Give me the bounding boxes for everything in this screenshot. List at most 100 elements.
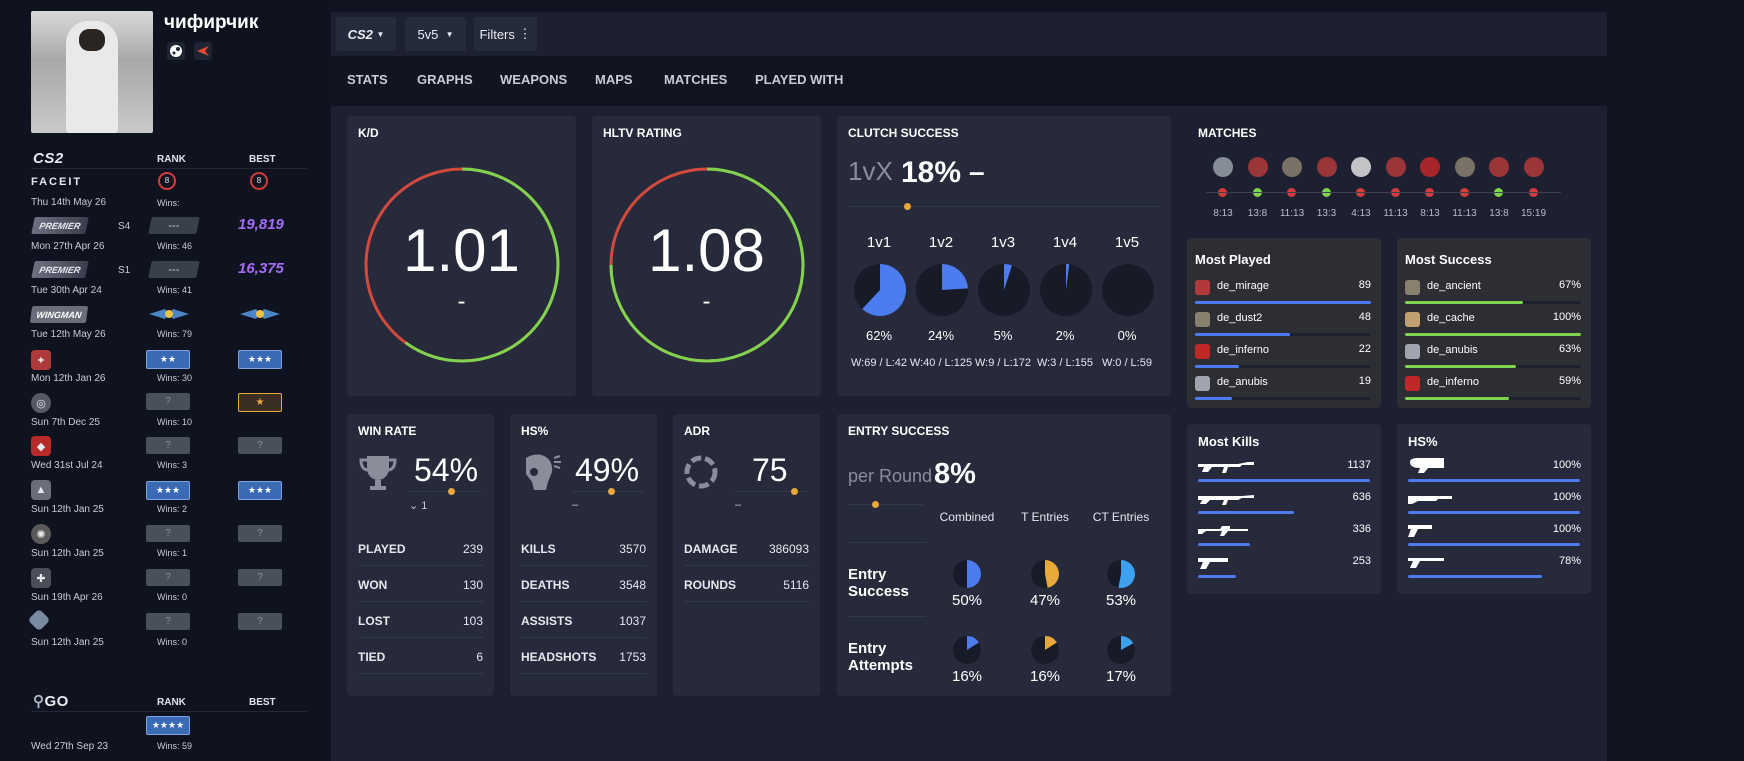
tab-maps[interactable]: MAPS xyxy=(595,72,633,87)
match-map-icon[interactable] xyxy=(1454,157,1475,177)
mode-select[interactable]: 5v5 ▼ xyxy=(405,17,466,51)
tab-matches[interactable]: MATCHES xyxy=(664,72,728,87)
row-wins: Wins: 0 xyxy=(157,592,188,602)
match-map-icon[interactable] xyxy=(1385,157,1406,177)
match-score[interactable]: 11:13 xyxy=(1383,208,1408,219)
entry-pct: 17% xyxy=(1105,668,1137,685)
winrate-marker xyxy=(448,488,455,495)
map-name[interactable]: de_anubis xyxy=(1217,376,1268,388)
weapon-value: 100% xyxy=(1552,459,1581,471)
map-name[interactable]: de_cache xyxy=(1427,312,1475,324)
match-map-icon[interactable] xyxy=(1247,157,1268,177)
match-map-icon[interactable] xyxy=(1489,157,1509,177)
best-badge: ★ xyxy=(238,393,282,412)
bar-fill xyxy=(1408,575,1543,578)
map-name[interactable]: de_inferno xyxy=(1217,344,1269,356)
clutch-pie xyxy=(978,264,1030,316)
faceit-icon[interactable] xyxy=(194,42,212,60)
clutch-item: 1v3 5% W:9 / L:172 xyxy=(973,116,1033,396)
clutch-pie xyxy=(854,264,906,316)
most-kills-title: Most Kills xyxy=(1198,434,1260,449)
match-map-icon[interactable] xyxy=(1420,157,1440,177)
game-select[interactable]: CS2 ▼ xyxy=(336,17,396,51)
map-icon: ✚ xyxy=(31,568,51,588)
match-map-icon[interactable] xyxy=(1523,157,1544,177)
tab-stats[interactable]: STATS xyxy=(347,72,388,87)
map-value: 67% xyxy=(1558,279,1581,291)
adr-card: ADR 75 – DAMAGE 386093 ROUNDS 5116 xyxy=(673,414,820,696)
matches-title: MATCHES xyxy=(1198,126,1257,140)
stat-label: DAMAGE xyxy=(684,542,738,556)
clutch-card: CLUTCH SUCCESS 1vX 18% – 1v1 62% W:69 / L:… xyxy=(837,116,1171,396)
bar-fill xyxy=(1405,301,1523,304)
hltv-ring xyxy=(609,167,805,363)
match-score[interactable]: 8:13 xyxy=(1213,208,1233,219)
clutch-item-label: 1v2 xyxy=(928,234,954,251)
stat-label: ASSISTS xyxy=(521,614,573,628)
stat-divider xyxy=(521,673,646,674)
entry-pct: 53% xyxy=(1105,592,1137,609)
weapon-value: 253 xyxy=(1352,555,1371,567)
steam-icon[interactable] xyxy=(167,42,185,60)
tab-weapons[interactable]: WEAPONS xyxy=(500,72,568,87)
map-name[interactable]: de_mirage xyxy=(1217,280,1269,292)
stat-value: 1753 xyxy=(619,650,646,664)
weapon-value: 636 xyxy=(1352,491,1371,503)
filters-button[interactable]: Filters ⋮ xyxy=(474,17,537,51)
match-score[interactable]: 4:13 xyxy=(1351,208,1371,219)
rank-badge: ★★ xyxy=(146,350,190,369)
premier-logo: PREMIER xyxy=(31,217,89,234)
map-name[interactable]: de_dust2 xyxy=(1217,312,1263,324)
clutch-pie xyxy=(916,264,968,316)
csgo-logo: ⚲GO xyxy=(33,693,69,710)
hltv-card: HLTV RATING 1.08 - xyxy=(592,116,821,396)
kd-value: 1.01 xyxy=(403,217,520,284)
most-success-card: Most Success de_ancient 67% de_cache 100% de… xyxy=(1397,238,1591,408)
map-name[interactable]: de_inferno xyxy=(1427,376,1479,388)
entry-card: ENTRY SUCCESS per Round 8% Combined T En… xyxy=(837,414,1171,696)
bar-fill xyxy=(1405,397,1509,400)
tab-graphs[interactable]: GRAPHS xyxy=(417,72,473,87)
adr-title: ADR xyxy=(684,424,710,438)
match-score[interactable]: 11:13 xyxy=(1452,208,1477,219)
entry-pct: 16% xyxy=(1029,668,1061,685)
row-date: Wed 31st Jul 24 xyxy=(31,460,103,471)
match-map-icon[interactable] xyxy=(1351,157,1371,177)
row-wins: Wins: 41 xyxy=(157,285,193,295)
match-map-icon[interactable] xyxy=(1213,157,1233,177)
match-score[interactable]: 15:19 xyxy=(1520,208,1547,219)
clutch-prefix: 1vX xyxy=(848,156,893,186)
kd-sub: - xyxy=(457,288,466,315)
clutch-marker xyxy=(904,203,911,210)
map-name[interactable]: de_anubis xyxy=(1427,344,1478,356)
match-map-icon[interactable] xyxy=(1282,157,1302,177)
most-success-title: Most Success xyxy=(1405,252,1492,267)
clutch-item-pct: 5% xyxy=(993,328,1013,343)
bar-fill xyxy=(1198,543,1250,546)
go-best-header: BEST xyxy=(249,697,276,708)
weapon-value: 78% xyxy=(1558,555,1581,567)
map-value: 89 xyxy=(1358,279,1371,291)
rank-badge: ? xyxy=(146,613,190,630)
glock-icon xyxy=(1198,558,1228,569)
hltv-value: 1.08 xyxy=(648,217,765,284)
awp-icon xyxy=(1198,526,1248,536)
stat-label: ROUNDS xyxy=(684,578,737,592)
row-date: Sun 12th Jan 25 xyxy=(31,548,104,559)
csgo-logo-text: GO xyxy=(44,693,69,710)
adr-sub: – xyxy=(735,499,742,511)
map-icon: ◎ xyxy=(31,393,51,413)
tab-played-with[interactable]: PLAYED WITH xyxy=(755,72,844,87)
match-score[interactable]: 13:8 xyxy=(1489,208,1509,219)
match-score[interactable]: 11:13 xyxy=(1279,208,1305,219)
match-map-icon[interactable] xyxy=(1316,157,1337,177)
ak47-icon xyxy=(1198,462,1254,473)
match-score[interactable]: 13:3 xyxy=(1316,208,1337,219)
hs-weapons-title: HS% xyxy=(1408,434,1438,449)
stat-value: 1037 xyxy=(619,614,646,628)
go-rank-header: RANK xyxy=(157,697,186,708)
match-score[interactable]: 13:8 xyxy=(1247,208,1268,219)
map-name[interactable]: de_ancient xyxy=(1427,280,1481,292)
match-score[interactable]: 8:13 xyxy=(1420,208,1440,219)
row-date: Sun 12th Jan 25 xyxy=(31,504,104,515)
